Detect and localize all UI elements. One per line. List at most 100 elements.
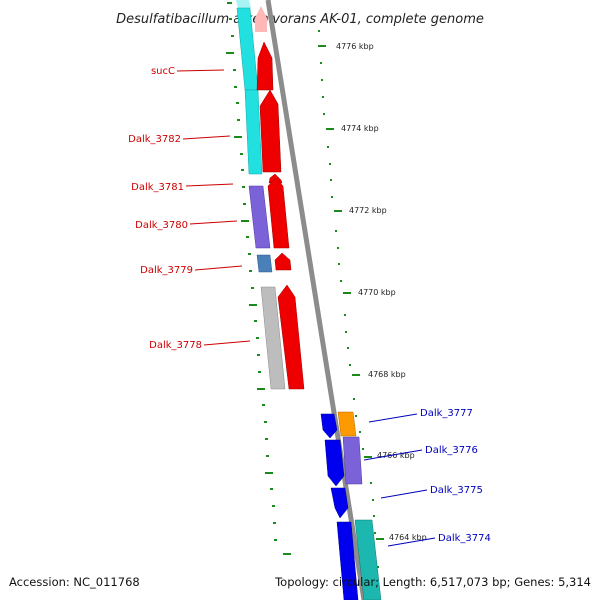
tick-mark xyxy=(327,146,329,148)
tick-mark xyxy=(265,472,273,474)
gene-block-teal-dalk3774 xyxy=(354,519,382,600)
scale-label: 4766 kbp xyxy=(377,451,415,460)
tick-mark xyxy=(323,113,325,115)
tick-mark xyxy=(240,153,243,155)
gene-label-succ[interactable]: sucC xyxy=(151,66,175,77)
tick-mark xyxy=(257,388,265,390)
inner-scale-ticks xyxy=(318,30,384,568)
tick-mark xyxy=(359,431,361,433)
label-leader-line xyxy=(203,340,251,346)
label-leader-line xyxy=(368,413,418,423)
tick-mark xyxy=(262,404,265,406)
gene-arrow-reverse-dalk3774 xyxy=(336,521,359,600)
tick-mark xyxy=(241,169,244,171)
tick-mark xyxy=(229,18,232,20)
gene-block-steel-dalk3779 xyxy=(256,254,273,273)
gene-label-dalk3775[interactable]: Dalk_3775 xyxy=(430,485,483,496)
gene-arrow-forward-faded xyxy=(255,6,267,32)
tick-mark xyxy=(318,30,320,32)
tick-mark xyxy=(320,62,322,64)
tick-mark xyxy=(283,553,291,555)
tick-mark xyxy=(243,203,246,205)
tick-mark xyxy=(374,532,376,534)
tick-mark xyxy=(377,566,379,568)
label-leader-line xyxy=(380,489,428,499)
topology-summary: Topology: circular; Length: 6,517,073 bp… xyxy=(274,575,591,589)
tick-mark xyxy=(330,179,332,181)
tick-mark xyxy=(331,196,333,198)
tick-mark xyxy=(234,86,237,88)
map-title: Desulfatibacillum alkenivorans AK-01, co… xyxy=(116,12,484,27)
tick-mark xyxy=(241,220,249,222)
gene-arrow-forward-dalk3779 xyxy=(274,252,292,271)
genome-backbone xyxy=(265,0,367,600)
tick-mark xyxy=(322,96,324,98)
gene-arrow-forward-dalk3778 xyxy=(277,284,305,390)
tick-mark xyxy=(337,247,339,249)
tick-mark xyxy=(256,337,259,339)
tick-mark xyxy=(248,253,251,255)
scale-label: 4776 kbp xyxy=(336,42,374,51)
tick-mark xyxy=(270,488,273,490)
gene-block-purple-dalk3780 xyxy=(248,185,271,249)
tick-mark xyxy=(272,505,275,507)
label-leader-line xyxy=(387,537,436,547)
tick-mark xyxy=(338,263,340,265)
tick-mark xyxy=(237,119,240,121)
tick-mark xyxy=(373,515,375,517)
gene-arrow-forward-succ xyxy=(256,41,274,91)
tick-mark xyxy=(265,438,268,440)
gene-arrow-forward-dalk3780 xyxy=(267,177,290,249)
gene-label-dalk3782[interactable]: Dalk_3782 xyxy=(128,134,181,145)
tick-mark xyxy=(274,539,277,541)
gene-block-orange-dalk3777 xyxy=(337,411,357,437)
tick-mark xyxy=(326,128,334,130)
tick-mark xyxy=(352,374,360,376)
gene-label-dalk3774[interactable]: Dalk_3774 xyxy=(438,533,491,544)
tick-mark xyxy=(340,280,342,282)
scale-label: 4774 kbp xyxy=(341,124,379,133)
gene-label-dalk3778[interactable]: Dalk_3778 xyxy=(149,340,202,351)
tick-mark xyxy=(347,347,349,349)
tick-mark xyxy=(246,236,249,238)
scale-label: 4768 kbp xyxy=(368,370,406,379)
tick-mark xyxy=(231,35,234,37)
tick-mark xyxy=(343,292,351,294)
scale-label: 4764 kbp xyxy=(389,533,427,542)
tick-mark xyxy=(258,371,261,373)
tick-mark xyxy=(273,522,276,524)
label-leader-line xyxy=(185,183,234,187)
gene-block-purple-dalk3776 xyxy=(342,436,363,485)
tick-mark xyxy=(329,163,331,165)
label-leader-line xyxy=(176,69,225,72)
tick-mark xyxy=(249,304,257,306)
tick-mark xyxy=(353,398,355,400)
gene-label-dalk3781[interactable]: Dalk_3781 xyxy=(131,182,184,193)
gene-label-dalk3777[interactable]: Dalk_3777 xyxy=(420,408,473,419)
tick-mark xyxy=(242,186,245,188)
tick-mark xyxy=(249,270,252,272)
tick-mark xyxy=(321,79,323,81)
tick-mark xyxy=(266,455,269,457)
accession-label: Accession: NC_011768 xyxy=(9,575,140,589)
gene-label-dalk3776[interactable]: Dalk_3776 xyxy=(425,445,478,456)
gene-arrow-forward-dalk3782 xyxy=(259,89,282,173)
tick-mark xyxy=(257,354,260,356)
tick-mark xyxy=(376,538,384,540)
tick-mark xyxy=(227,2,232,4)
gene-arrow-reverse-dalk3776 xyxy=(324,439,345,487)
gene-arrow-reverse-dalk3775 xyxy=(330,487,349,519)
gene-block-gray-dalk3778 xyxy=(260,286,286,390)
tick-mark xyxy=(355,415,357,417)
gene-label-dalk3780[interactable]: Dalk_3780 xyxy=(135,220,188,231)
tick-mark xyxy=(234,136,242,138)
gene-label-dalk3779[interactable]: Dalk_3779 xyxy=(140,265,193,276)
tick-mark xyxy=(236,102,239,104)
tick-mark xyxy=(226,52,234,54)
tick-mark xyxy=(335,230,337,232)
tick-mark xyxy=(349,364,351,366)
label-leader-line xyxy=(194,265,243,271)
tick-mark xyxy=(364,456,372,458)
scale-label: 4772 kbp xyxy=(349,206,387,215)
